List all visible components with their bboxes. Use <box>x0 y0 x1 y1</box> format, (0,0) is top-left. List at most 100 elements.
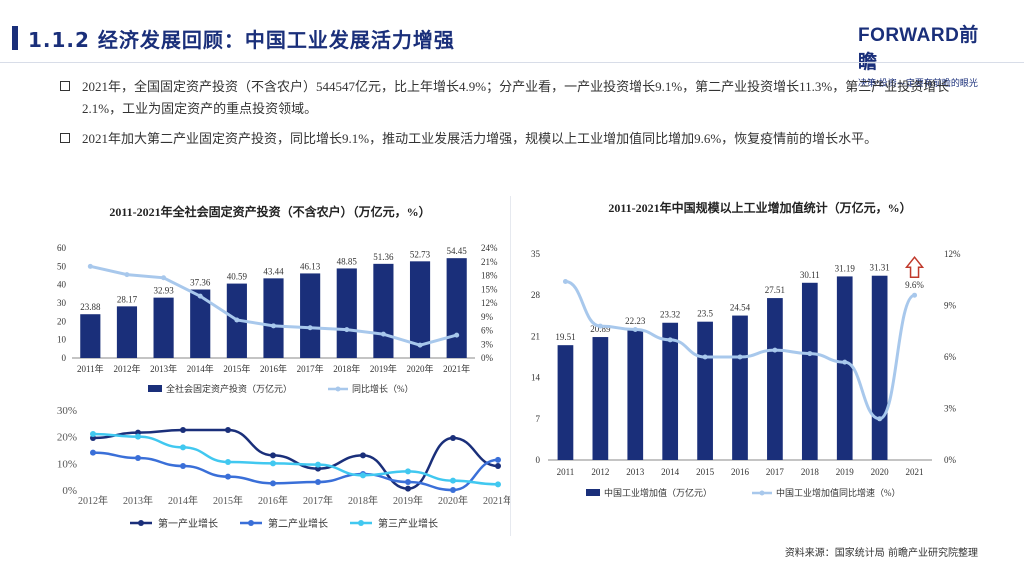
bar <box>592 337 609 460</box>
series-point <box>225 473 231 480</box>
bar-data-label: 46.13 <box>300 261 321 271</box>
right-tick-label: 6% <box>481 326 494 336</box>
growth-point <box>737 354 743 360</box>
bar-data-label: 28.17 <box>117 294 138 304</box>
bar-data-label: 24.54 <box>730 303 751 313</box>
y-tick-label: 30% <box>57 405 77 417</box>
y-tick-label: 10% <box>57 458 77 470</box>
bar <box>767 298 783 460</box>
growth-point <box>454 332 460 338</box>
legend-label: 第一产业增长 <box>158 517 218 530</box>
series-point <box>450 487 456 493</box>
right-tick-label: 9% <box>481 312 494 322</box>
growth-point <box>772 347 778 353</box>
growth-point <box>161 275 167 281</box>
bullet-square-icon <box>60 133 70 143</box>
series-point <box>270 480 276 487</box>
bar-data-label: 30.11 <box>800 270 820 280</box>
x-tick-label: 2018 <box>801 467 820 477</box>
growth-point <box>667 337 673 343</box>
right-tick-label: 9% <box>944 301 957 311</box>
column-divider <box>510 196 511 536</box>
header-divider <box>0 62 1024 63</box>
series-line <box>92 432 499 486</box>
bar-data-label: 19.51 <box>555 332 575 342</box>
left-tick-label: 21 <box>531 331 540 341</box>
bar <box>557 345 574 460</box>
x-tick-label: 2020年 <box>407 363 434 374</box>
legend-label: 全社会固定资产投资（万亿元） <box>166 383 292 394</box>
right-tick-label: 15% <box>481 284 498 294</box>
bullet-item: 2021年加大第二产业固定资产投资，同比增长9.1%，推动工业发展活力增强，规模… <box>60 128 960 150</box>
legend-label: 第二产业增长 <box>268 517 328 530</box>
series-point <box>495 481 501 488</box>
growth-point <box>87 263 93 269</box>
brand-logo: FORWARD前瞻 决策·投资—定要有前瞻的眼光 <box>858 20 998 89</box>
legend-marker <box>248 520 254 526</box>
left-tick-label: 28 <box>531 290 541 300</box>
y-tick-label: 20% <box>57 432 77 444</box>
bar <box>336 268 357 358</box>
bar-data-label: 27.51 <box>765 285 785 295</box>
x-tick-label: 2011年 <box>77 363 104 374</box>
growth-point <box>562 278 568 284</box>
annotation-label: 9.6% <box>905 280 924 290</box>
x-tick-label: 2014 <box>661 467 680 477</box>
title-accent-bar <box>12 26 18 50</box>
series-point <box>360 472 366 479</box>
growth-point <box>597 323 603 329</box>
chart3-title: 2011-2021年中国规模以上工业增加值统计（万亿元，%） <box>608 201 912 215</box>
growth-point <box>234 317 240 323</box>
right-tick-label: 3% <box>944 404 957 414</box>
bar <box>300 273 321 358</box>
left-tick-label: 50 <box>57 261 67 271</box>
left-tick-label: 14 <box>531 373 541 383</box>
bar <box>627 329 644 460</box>
growth-point <box>197 293 203 299</box>
bullet-square-icon <box>60 81 70 91</box>
series-point <box>225 427 231 433</box>
legend-label: 中国工业增加值同比增速（%） <box>776 487 901 498</box>
bar-data-label: 43.44 <box>263 266 284 276</box>
left-tick-label: 0 <box>62 353 67 363</box>
right-tick-label: 21% <box>481 257 498 267</box>
bar-data-label: 40.59 <box>227 272 248 282</box>
bar <box>732 315 748 460</box>
page-title: 1.1.2 经济发展回顾：中国工业发展活力增强 <box>28 28 455 52</box>
right-tick-label: 12% <box>481 298 498 308</box>
investment-chart: 0 10 20 30 40 50 60 0% 3% 6% 9% 12% 15% 18% 21% 24% 23.8… <box>57 243 498 394</box>
left-tick-label: 20 <box>57 316 67 326</box>
series-point <box>180 463 186 469</box>
source-note: 资料来源：国家统计局 前瞻产业研究院整理 <box>784 548 978 559</box>
x-tick-label: 2016年 <box>258 494 288 507</box>
industry-growth-chart: 0% 10% 20% 30% 2012年 2013年 2014年 2015年 2016年 2017… <box>57 405 510 530</box>
x-tick-label: 2013 <box>626 467 645 477</box>
series-point <box>495 463 501 469</box>
bar-data-label: 48.85 <box>337 256 358 266</box>
growth-point <box>912 292 918 298</box>
series-point <box>90 431 96 437</box>
series-point <box>405 468 411 475</box>
bar-data-label: 37.36 <box>190 278 211 288</box>
x-tick-label: 2020 <box>871 467 890 477</box>
left-tick-label: 30 <box>57 298 67 308</box>
bar <box>836 276 853 460</box>
series-point <box>405 479 411 485</box>
growth-point <box>344 327 350 333</box>
growth-point <box>271 323 276 329</box>
growth-point <box>307 325 313 331</box>
x-tick-label: 2017年 <box>297 363 324 374</box>
legend-bar-swatch <box>148 385 162 392</box>
bar <box>871 275 888 460</box>
series-point <box>315 461 321 468</box>
x-tick-label: 2018年 <box>348 494 378 507</box>
growth-point <box>877 416 883 422</box>
bar <box>446 258 467 358</box>
series-point <box>270 452 276 459</box>
right-tick-label: 12% <box>944 249 961 259</box>
x-tick-label: 2011 <box>557 467 575 477</box>
bar <box>153 297 174 358</box>
series-point <box>360 452 366 459</box>
x-tick-label: 2021年 <box>483 494 510 507</box>
series-point <box>405 485 411 492</box>
